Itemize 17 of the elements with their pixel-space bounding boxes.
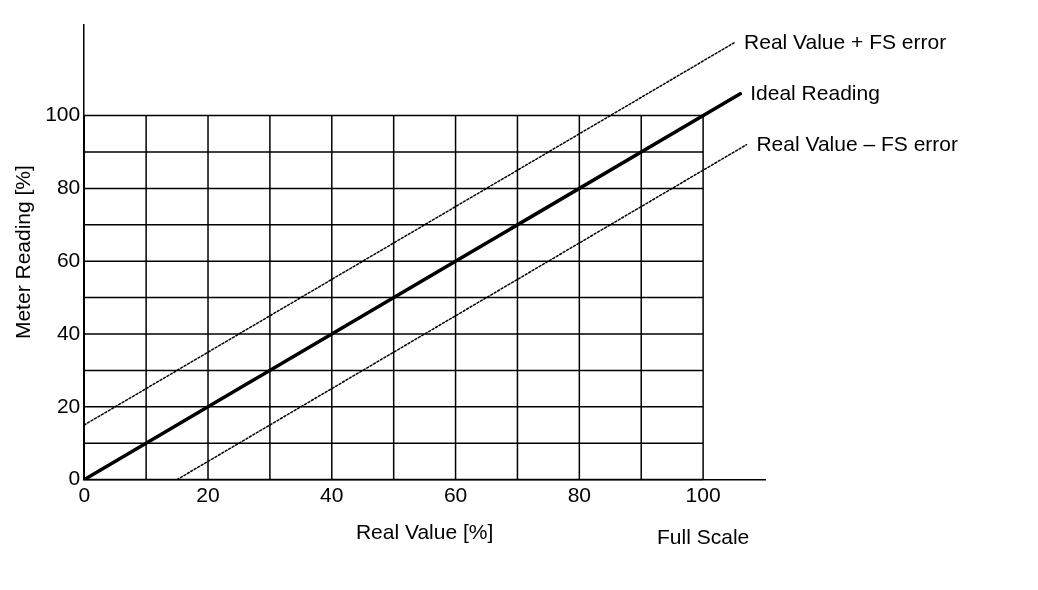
- series-label: Real Value – FS error: [756, 131, 958, 155]
- x-axis-title: Real Value [%]: [355, 520, 494, 544]
- x-tick-label: 100: [685, 483, 721, 506]
- x-tick-label: 20: [196, 483, 220, 506]
- y-tick-label: 60: [56, 248, 81, 271]
- series-label: Ideal Reading: [750, 80, 880, 104]
- y-tick-label: 100: [45, 102, 81, 126]
- y-tick-label: 40: [56, 320, 81, 344]
- x-tick-label: 40: [320, 483, 344, 506]
- y-axis-title: Meter Reading [%]: [11, 165, 35, 340]
- y-tick-label: 20: [56, 393, 81, 417]
- x-tick-label: 60: [443, 483, 468, 506]
- text: Full Scale: [657, 524, 750, 548]
- series-label: Real Value + FS error: [744, 29, 947, 53]
- y-tick-label: 80: [56, 175, 81, 199]
- y-tick-label: 0: [68, 466, 81, 490]
- x-tick-label: 80: [567, 483, 592, 506]
